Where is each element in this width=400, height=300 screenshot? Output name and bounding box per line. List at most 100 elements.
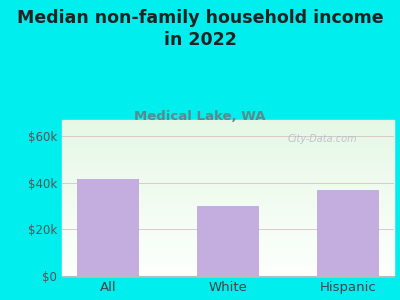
Bar [62, 189, 394, 190]
Bar [62, 194, 394, 195]
Bar [62, 225, 394, 226]
Bar [62, 170, 394, 171]
Bar [62, 211, 394, 212]
Bar [62, 153, 394, 154]
Bar [62, 266, 394, 267]
Bar [62, 228, 394, 229]
Bar [62, 239, 394, 240]
Bar [62, 159, 394, 160]
Bar [62, 192, 394, 193]
Bar [62, 179, 394, 180]
Bar [62, 203, 394, 204]
Bar [62, 152, 394, 153]
Bar [62, 157, 394, 158]
Bar [62, 215, 394, 216]
Bar [62, 198, 394, 199]
Bar [62, 154, 394, 155]
Bar [62, 229, 394, 230]
Bar [62, 123, 394, 124]
Bar [62, 210, 394, 211]
Bar [62, 142, 394, 143]
Bar [62, 265, 394, 266]
Bar [62, 185, 394, 186]
Bar [62, 230, 394, 231]
Bar [62, 186, 394, 187]
Bar [62, 197, 394, 198]
Bar [62, 240, 394, 241]
Bar [62, 242, 394, 243]
Bar [62, 193, 394, 194]
Bar [62, 158, 394, 159]
Bar [62, 137, 394, 138]
Bar [62, 205, 394, 206]
Bar [62, 164, 394, 165]
Bar [62, 196, 394, 197]
Bar [317, 190, 379, 276]
Bar [62, 245, 394, 246]
Bar [62, 145, 394, 146]
Bar [62, 271, 394, 272]
Bar [62, 258, 394, 259]
Bar [62, 132, 394, 133]
Bar [62, 136, 394, 137]
Bar [62, 140, 394, 141]
Bar [62, 133, 394, 134]
Bar [62, 187, 394, 188]
Text: City-Data.com: City-Data.com [288, 134, 357, 144]
Bar [62, 273, 394, 274]
Bar [62, 244, 394, 245]
Bar [62, 233, 394, 234]
Bar [62, 163, 394, 164]
Bar [62, 235, 394, 236]
Bar [62, 250, 394, 251]
Bar [62, 183, 394, 184]
Bar [62, 222, 394, 223]
Bar [62, 220, 394, 221]
Bar [62, 204, 394, 205]
Bar [62, 131, 394, 132]
Bar [62, 224, 394, 225]
Bar [62, 255, 394, 256]
Bar [62, 165, 394, 166]
Bar [62, 121, 394, 122]
Bar [62, 247, 394, 248]
Bar [62, 270, 394, 271]
Bar [62, 223, 394, 224]
Bar [62, 125, 394, 126]
Bar [62, 144, 394, 145]
Bar [62, 147, 394, 148]
Bar [62, 161, 394, 162]
Bar [62, 243, 394, 244]
Bar [62, 264, 394, 265]
Bar [62, 275, 394, 276]
Bar [62, 234, 394, 235]
Bar [62, 199, 394, 200]
Bar [62, 128, 394, 129]
Bar [62, 248, 394, 249]
Bar [62, 149, 394, 150]
Bar [62, 160, 394, 161]
Bar [62, 241, 394, 242]
Bar [62, 232, 394, 233]
Bar [62, 168, 394, 169]
Bar [62, 256, 394, 257]
Bar [62, 237, 394, 238]
Bar [62, 146, 394, 147]
Bar [62, 191, 394, 192]
Bar [62, 213, 394, 214]
Bar [62, 148, 394, 149]
Bar [62, 135, 394, 136]
Bar [62, 236, 394, 237]
Bar [62, 216, 394, 217]
Bar [62, 151, 394, 152]
Bar [62, 172, 394, 173]
Bar [62, 130, 394, 131]
Bar [62, 138, 394, 139]
Bar [62, 226, 394, 227]
Bar [62, 166, 394, 167]
Bar [62, 269, 394, 270]
Bar [62, 141, 394, 142]
Bar [62, 155, 394, 156]
Bar [62, 257, 394, 258]
Bar [62, 219, 394, 220]
